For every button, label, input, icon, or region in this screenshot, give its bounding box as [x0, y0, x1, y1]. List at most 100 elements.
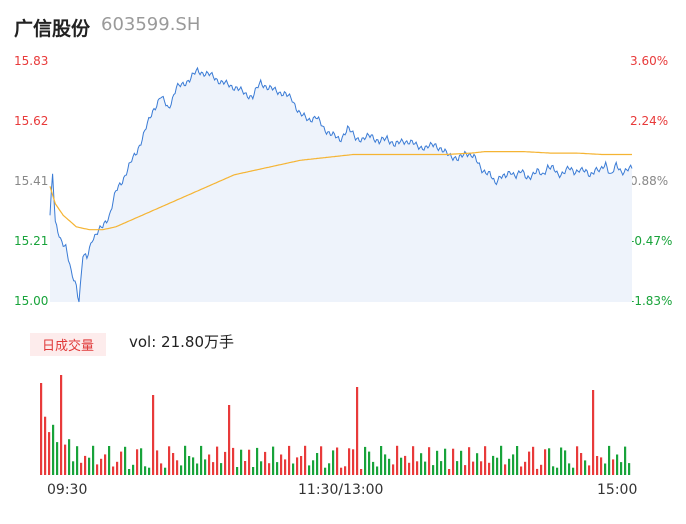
volume-bar — [200, 445, 203, 475]
price-line — [49, 66, 633, 303]
volume-bar — [400, 457, 403, 475]
volume-bar — [492, 455, 495, 475]
volume-bar — [304, 445, 307, 475]
volume-bar — [124, 446, 127, 475]
volume-bar — [132, 464, 135, 475]
volume-bar — [564, 450, 567, 475]
volume-bar — [472, 461, 475, 475]
volume-bar — [444, 448, 447, 475]
volume-bar — [48, 432, 51, 475]
volume-bar — [584, 460, 587, 475]
volume-bar — [108, 446, 111, 475]
volume-bar — [340, 467, 343, 475]
volume-bar — [612, 459, 615, 475]
volume-bar — [288, 445, 291, 475]
volume-bar — [416, 461, 419, 475]
volume-bar — [68, 439, 71, 475]
volume-bar — [392, 464, 395, 475]
price-area — [50, 67, 632, 303]
volume-bar — [488, 462, 491, 475]
volume-bar — [168, 446, 171, 475]
volume-bar — [296, 457, 299, 475]
volume-bar — [508, 458, 511, 475]
volume-bar — [312, 460, 315, 475]
volume-bar — [572, 467, 575, 475]
volume-bar — [548, 448, 551, 475]
volume-bar — [524, 461, 527, 475]
volume-bar — [196, 463, 199, 475]
volume-bar — [172, 453, 175, 475]
volume-bar — [128, 469, 131, 475]
stock-name: 广信股份 — [14, 18, 91, 40]
volume-bar — [628, 463, 631, 475]
volume-bar — [144, 466, 147, 475]
volume-bar — [580, 453, 583, 475]
volume-bar — [260, 461, 263, 475]
volume-bar — [64, 444, 67, 475]
volume-bar — [396, 445, 399, 475]
volume-bar — [368, 451, 371, 475]
volume-bar — [112, 466, 115, 475]
volume-bar — [80, 462, 83, 475]
volume-bar — [608, 445, 611, 475]
pct-tick-0: 3.60% — [630, 54, 669, 68]
volume-bar — [192, 457, 195, 475]
volume-bar — [292, 463, 295, 475]
volume-bar — [96, 464, 99, 475]
volume-bar — [568, 463, 571, 475]
volume-bar — [264, 451, 267, 475]
volume-tab[interactable]: 日成交量 — [30, 333, 107, 356]
volume-bar — [420, 453, 423, 475]
volume-bar — [152, 395, 155, 475]
volume-bar — [84, 455, 87, 475]
volume-bar — [464, 465, 467, 475]
volume-readout: vol: 21.80万手 — [129, 333, 234, 351]
volume-bar — [600, 457, 603, 475]
volume-bar — [384, 454, 387, 475]
volume-bar — [496, 457, 499, 475]
volume-bar — [228, 405, 231, 475]
volume-bar — [624, 446, 627, 475]
volume-bar — [440, 461, 443, 475]
volume-bar — [316, 453, 319, 475]
volume-bar — [460, 450, 463, 475]
volume-bar — [240, 449, 243, 475]
volume-bar — [204, 459, 207, 475]
price-tick-4: 15.00 — [14, 294, 49, 308]
volume-bar — [536, 468, 539, 475]
volume-bar — [244, 461, 247, 475]
volume-bar — [44, 416, 47, 475]
volume-bar — [376, 466, 379, 475]
volume-bar — [328, 463, 331, 475]
time-label-midday: 11:30/13:00 — [298, 482, 384, 498]
volume-bar — [484, 446, 487, 475]
volume-bar — [588, 465, 591, 475]
volume-bar — [336, 447, 339, 475]
volume-bar — [408, 462, 411, 475]
volume-bar — [520, 466, 523, 475]
volume-bar — [212, 462, 215, 475]
volume-bar — [512, 454, 515, 475]
volume-bar — [216, 446, 219, 475]
volume-bar — [184, 445, 187, 475]
volume-bar — [432, 465, 435, 475]
volume-bar — [60, 375, 63, 475]
volume-bar — [164, 467, 167, 475]
volume-bar — [220, 463, 223, 475]
volume-bar — [480, 461, 483, 475]
volume-bar — [232, 447, 235, 475]
volume-bar — [280, 454, 283, 475]
volume-bar — [72, 461, 75, 475]
volume-bar — [616, 454, 619, 475]
volume-bar — [560, 447, 563, 475]
volume-bar — [300, 456, 303, 475]
volume-bar — [40, 383, 43, 475]
volume-bar — [596, 456, 599, 475]
volume-bar — [276, 462, 279, 475]
volume-bar — [76, 446, 79, 475]
volume-bar — [540, 464, 543, 475]
volume-bar — [156, 450, 159, 475]
volume-bar — [116, 461, 119, 475]
volume-bar — [320, 446, 323, 475]
volume-bar — [120, 451, 123, 475]
